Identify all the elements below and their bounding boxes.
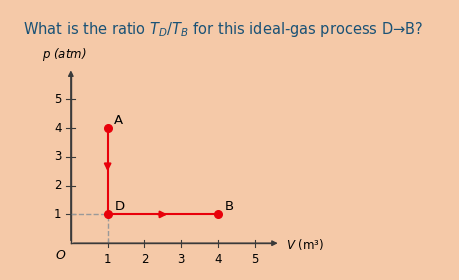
Text: 3: 3 (177, 253, 185, 266)
Text: $p$ (atm): $p$ (atm) (42, 46, 86, 63)
Text: 2: 2 (54, 179, 62, 192)
Text: 3: 3 (54, 150, 62, 163)
Text: 1: 1 (104, 253, 111, 266)
Text: B: B (224, 200, 233, 213)
Text: O: O (56, 249, 65, 262)
Text: 4: 4 (214, 253, 221, 266)
Text: 2: 2 (140, 253, 148, 266)
Text: 5: 5 (251, 253, 258, 266)
Text: 1: 1 (54, 208, 62, 221)
Text: $V$ (m³): $V$ (m³) (285, 237, 324, 252)
Text: What is the ratio $T_D/T_B$ for this ideal-gas process D→B?: What is the ratio $T_D/T_B$ for this ide… (23, 20, 422, 39)
Text: 4: 4 (54, 122, 62, 134)
Text: D: D (114, 200, 124, 213)
Text: A: A (114, 114, 123, 127)
Text: 5: 5 (54, 93, 62, 106)
